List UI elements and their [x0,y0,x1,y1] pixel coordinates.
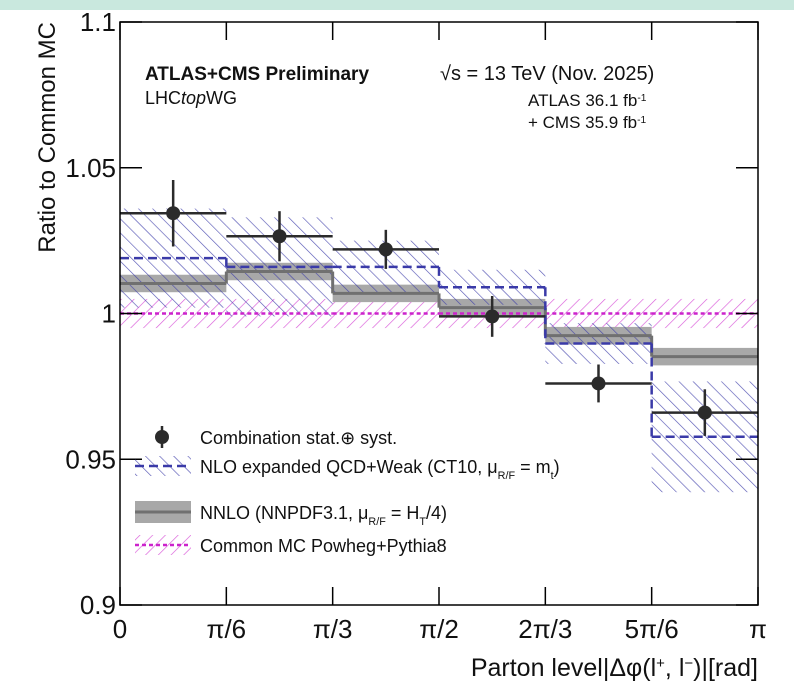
legend-label-part: = m [515,457,551,477]
legend-item [135,501,191,523]
legend-label-part: = H [386,503,420,523]
y-tick-label: 0.95 [65,444,116,474]
legend-label-part: Common MC Powheg+Pythia8 [200,536,447,556]
x-tick-label: π [749,614,767,644]
annotation-part: √s = 13 TeV (Nov. 2025) [440,63,654,85]
x-tick-label: π/3 [313,614,353,644]
legend-label-part: /4) [426,503,447,523]
legend-label-part: Combination stat.⊕ syst. [200,428,397,448]
annotation-part: ATLAS 36.1 fb [528,91,637,110]
legend-label: NNLO (NNPDF3.1, μR/F = HT/4) [200,503,447,528]
data-point [591,376,606,391]
legend-item [135,456,191,476]
legend-label-part: R/F [368,516,386,528]
x-tick-label: π/6 [207,614,247,644]
y-tick-label: 1.1 [80,7,116,37]
x-axis-label-part: , l [665,654,684,682]
y-axis-label: Ratio to Common MC [34,22,61,253]
legend-item [135,535,191,555]
y-tick-label: 1 [102,299,116,329]
top-band [0,0,794,10]
annotation: √s = 13 TeV (Nov. 2025) [440,63,654,85]
x-axis-label-part: − [684,655,693,672]
x-axis-label-part: )| [693,654,708,682]
x-axis-label-part: |Δφ(l [603,654,656,682]
chart-title: ATLAS+CMS Preliminary [145,64,369,85]
chart-subtitle-part: WG [206,88,237,108]
annotation-part: -1 [637,115,646,126]
x-axis-label-part: Parton level [471,654,603,682]
x-axis-label-part: [rad] [708,654,758,682]
legend-label-part: t [551,470,554,482]
x-axis-label: Parton level|Δφ(l+, l−)|[rad] [471,654,758,682]
annotation: + CMS 35.9 fb-1 [528,113,647,132]
legend-label: Combination stat.⊕ syst. [200,428,397,448]
x-tick-label: 0 [113,614,127,644]
legend-label: Common MC Powheg+Pythia8 [200,536,447,556]
legend-label: NLO expanded QCD+Weak (CT10, μR/F = mt) [200,457,560,482]
y-tick-label: 0.9 [80,590,116,620]
x-tick-label: π/2 [419,614,459,644]
x-tick-label: 5π/6 [625,614,679,644]
legend-item [155,426,169,448]
data-point [485,309,500,324]
data-point [378,242,393,257]
chart-subtitle: LHCtopWG [145,88,237,108]
data-point [166,206,181,221]
x-tick-label: 2π/3 [518,614,572,644]
x-axis-label-part: + [656,655,665,672]
data-point [272,229,287,244]
legend-symbol [155,430,169,444]
y-axis-label-part: Ratio to Common MC [34,22,61,253]
legend-label-part: R/F [498,470,516,482]
y-tick-label: 1.05 [65,153,116,183]
annotation: ATLAS 36.1 fb-1 [528,91,647,110]
chart-subtitle-part: top [181,88,206,108]
chart-subtitle-part: LHC [145,88,181,108]
legend-label-part: ) [554,457,560,477]
legend-label-part: NNLO (NNPDF3.1, μ [200,503,368,523]
legend-label-part: T [419,516,426,528]
data-point [697,405,712,420]
legend-label-part: NLO expanded QCD+Weak (CT10, μ [200,457,498,477]
annotation-part: -1 [637,93,646,104]
annotation-part: + CMS 35.9 fb [528,113,637,132]
